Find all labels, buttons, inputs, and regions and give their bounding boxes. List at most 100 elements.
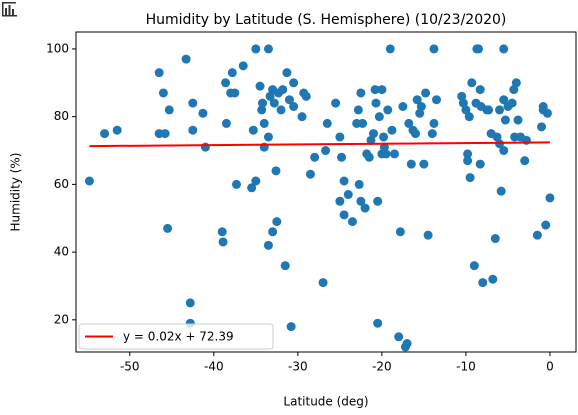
point — [305, 169, 315, 179]
point — [412, 95, 422, 105]
point — [537, 122, 547, 132]
point — [507, 98, 517, 108]
point — [499, 95, 509, 105]
point — [339, 210, 349, 220]
point — [358, 118, 368, 128]
x-tick-label: 0 — [546, 360, 554, 374]
point — [475, 159, 485, 169]
point — [289, 78, 299, 88]
legend-box — [78, 323, 274, 350]
point — [467, 78, 477, 88]
point — [492, 132, 502, 142]
point — [255, 81, 265, 91]
point — [289, 101, 299, 111]
point — [257, 105, 267, 115]
point — [475, 85, 485, 95]
point — [373, 196, 383, 206]
point — [310, 152, 320, 162]
point — [227, 68, 237, 78]
point — [356, 88, 366, 98]
point — [297, 112, 307, 122]
x-tick-label: -30 — [288, 360, 308, 374]
point — [499, 146, 509, 156]
point — [429, 44, 439, 54]
point — [464, 112, 474, 122]
point — [218, 237, 228, 247]
point — [321, 146, 331, 156]
point — [335, 196, 345, 206]
point — [463, 156, 473, 166]
point — [188, 125, 198, 135]
point — [402, 339, 412, 349]
point — [377, 85, 387, 95]
point — [410, 129, 420, 139]
point — [238, 61, 248, 71]
point — [160, 129, 170, 139]
x-tick-label: -40 — [204, 360, 224, 374]
point — [364, 152, 374, 162]
point — [499, 44, 509, 54]
point — [474, 44, 484, 54]
point — [198, 108, 208, 118]
point — [366, 135, 376, 145]
point — [458, 98, 468, 108]
point — [406, 159, 416, 169]
point — [374, 112, 384, 122]
point — [495, 105, 505, 115]
point — [511, 78, 521, 88]
point — [416, 101, 426, 111]
point — [457, 91, 467, 101]
point — [488, 274, 498, 284]
point — [545, 193, 555, 203]
y-axis-label: Humidity (%) — [9, 153, 23, 232]
point — [265, 91, 275, 101]
chart-title: Humidity by Latitude (S. Hemisphere) (10… — [146, 12, 507, 28]
point — [383, 105, 393, 115]
point — [394, 332, 404, 342]
point — [221, 78, 231, 88]
point — [484, 105, 494, 115]
point — [232, 179, 242, 189]
y-tick-label: 60 — [54, 177, 69, 191]
point — [429, 118, 439, 128]
y-tick-label: 100 — [46, 41, 69, 55]
x-tick-label: -20 — [372, 360, 392, 374]
point — [163, 223, 173, 233]
point — [339, 176, 349, 186]
point — [381, 149, 391, 159]
point — [509, 85, 519, 95]
point — [280, 261, 290, 271]
point — [268, 227, 278, 237]
point — [520, 156, 530, 166]
point — [354, 179, 364, 189]
point — [286, 322, 296, 332]
x-tick-label: -10 — [456, 360, 476, 374]
point — [389, 149, 399, 159]
y-tick-label: 20 — [54, 312, 69, 326]
point — [84, 176, 94, 186]
x-axis-label: Latitude (deg) — [283, 395, 368, 409]
point — [200, 142, 210, 152]
point — [322, 118, 332, 128]
point — [154, 68, 164, 78]
point — [356, 196, 366, 206]
point — [217, 227, 227, 237]
app-icon — [2, 2, 17, 17]
point — [542, 108, 552, 118]
point — [282, 68, 292, 78]
point — [188, 98, 198, 108]
point — [371, 98, 381, 108]
point — [230, 88, 240, 98]
point — [427, 129, 437, 139]
regression-line — [89, 141, 550, 148]
point — [263, 132, 273, 142]
point — [301, 91, 311, 101]
point — [385, 44, 395, 54]
point — [496, 186, 506, 196]
point — [247, 183, 257, 193]
point — [379, 132, 389, 142]
point — [353, 105, 363, 115]
point — [258, 98, 268, 108]
point — [343, 190, 353, 200]
point — [360, 203, 370, 213]
